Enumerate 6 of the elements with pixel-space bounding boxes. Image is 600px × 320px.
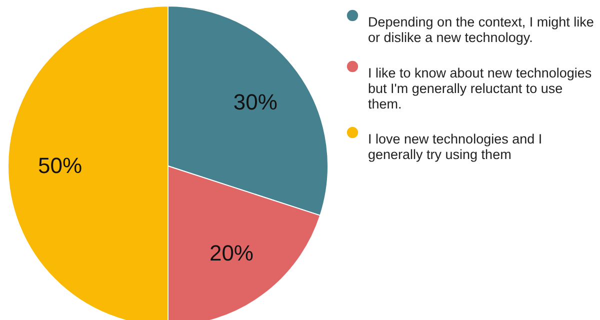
legend-label: I like to know about new technologies but I'm generally reluctant to use them. (368, 66, 592, 112)
data-label: 30% (233, 90, 278, 115)
legend-label: Depending on the context, I might like or dislike a new technology. (368, 14, 594, 45)
legend-label: I love new technologies and I generally try using them (368, 132, 542, 162)
data-label: 20% (209, 240, 254, 266)
data-label: 50% (38, 153, 82, 178)
